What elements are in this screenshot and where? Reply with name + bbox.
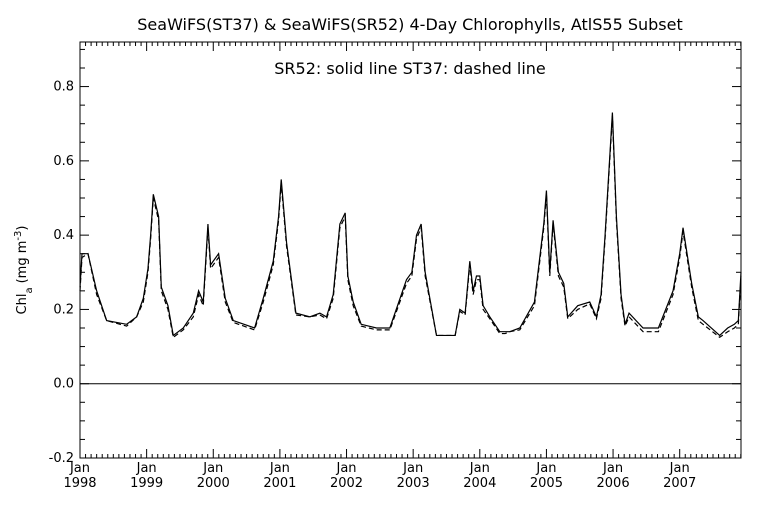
x-tick-year-label: 2002: [330, 476, 363, 491]
y-axis-label-sub: a: [24, 287, 35, 293]
y-tick-label: 0.2: [53, 302, 74, 317]
y-tick-label: 0.4: [53, 228, 74, 243]
y-tick-label: 0.0: [53, 377, 74, 392]
chart-subtitle: SR52: solid line ST37: dashed line: [274, 59, 546, 78]
y-tick-label: 0.6: [53, 154, 74, 169]
x-ticks: Jan1998Jan1999Jan2000Jan2001Jan2002Jan20…: [63, 42, 742, 491]
y-axis-label-unit-exp: -3: [13, 231, 24, 241]
x-tick-month-label: Jan: [69, 461, 90, 476]
x-tick-month-label: Jan: [336, 461, 357, 476]
x-tick-year-label: 2006: [597, 476, 630, 491]
x-tick-month-label: Jan: [402, 461, 423, 476]
chart-title: SeaWiFS(ST37) & SeaWiFS(SR52) 4-Day Chlo…: [137, 15, 682, 34]
x-tick-month-label: Jan: [602, 461, 623, 476]
x-tick-month-label: Jan: [136, 461, 157, 476]
x-tick-month-label: Jan: [202, 461, 223, 476]
x-tick-year-label: 2007: [663, 476, 696, 491]
x-tick-year-label: 1998: [63, 476, 96, 491]
y-tick-label: 0.8: [53, 80, 74, 95]
y-axis-label-main: Chl: [15, 294, 30, 315]
series-line-sr52: [79, 112, 742, 337]
axes: [79, 41, 742, 459]
plot-frame: [79, 41, 742, 459]
x-tick-month-label: Jan: [669, 461, 690, 476]
y-axis-label-unit-start: (mg m: [15, 241, 30, 284]
series-group: [79, 112, 742, 339]
x-tick-month-label: Jan: [469, 461, 490, 476]
x-tick-year-label: 2003: [397, 476, 430, 491]
y-axis-label-unit-end: ): [15, 226, 30, 231]
x-tick-month-label: Jan: [269, 461, 290, 476]
x-tick-month-label: Jan: [535, 461, 556, 476]
y-ticks: -0.2 0.0 0.2 0.4 0.6 0.8: [49, 48, 741, 466]
series-line-st37: [79, 116, 742, 339]
x-tick-year-label: 2004: [463, 476, 496, 491]
x-tick-year-label: 1999: [130, 476, 163, 491]
x-tick-year-label: 2001: [263, 476, 296, 491]
y-tick-label: -0.2: [49, 451, 74, 466]
x-tick-year-label: 2005: [530, 476, 563, 491]
x-tick-year-label: 2000: [197, 476, 230, 491]
y-axis-label: Chla (mg m-3): [13, 226, 35, 315]
